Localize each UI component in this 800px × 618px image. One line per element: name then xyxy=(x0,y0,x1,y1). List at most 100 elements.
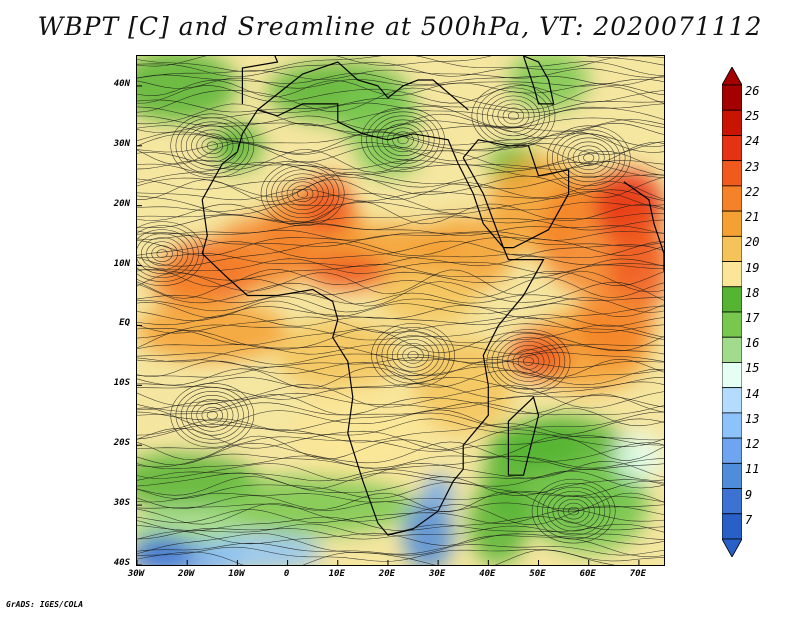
vortex-ring xyxy=(206,411,218,420)
vortex-ring xyxy=(137,225,199,282)
streamline xyxy=(137,61,664,77)
streamline xyxy=(137,476,664,496)
vortex-ring xyxy=(552,494,595,528)
streamline xyxy=(137,358,664,378)
vortex-ring xyxy=(407,351,419,360)
streamline xyxy=(137,229,664,241)
streamline xyxy=(137,131,664,154)
vortex-ring xyxy=(512,349,545,374)
vortex-ring xyxy=(547,490,600,532)
streamline xyxy=(137,402,664,416)
vortex-ring xyxy=(397,343,429,368)
vortex-ring xyxy=(562,137,615,179)
streamline xyxy=(137,546,664,562)
vortex-ring xyxy=(376,119,430,161)
vortex-ring xyxy=(487,95,540,137)
streamline xyxy=(137,357,664,368)
streamline xyxy=(137,343,664,355)
vortex-ring xyxy=(180,391,244,440)
streamline xyxy=(137,212,664,224)
streamline xyxy=(137,549,616,565)
colorbar-swatch xyxy=(722,412,742,439)
vortex-ring xyxy=(476,87,551,145)
vortex-ring xyxy=(481,91,545,141)
vortex-ring xyxy=(170,383,255,448)
vortex-ring xyxy=(180,121,244,171)
colorbar-swatch xyxy=(722,462,742,489)
lon-tick-label: 10E xyxy=(328,569,345,579)
axis-ticks xyxy=(137,85,640,565)
streamline xyxy=(137,277,664,299)
vortex-ring xyxy=(196,133,229,159)
colorbar-label: 13 xyxy=(745,411,760,426)
colorbar-label: 22 xyxy=(745,184,760,199)
lon-tick-label: 60E xyxy=(579,569,596,579)
vortex-ring xyxy=(392,131,414,149)
streamline xyxy=(137,523,664,536)
streamline xyxy=(137,86,664,113)
streamline xyxy=(137,269,664,296)
streamline xyxy=(137,122,664,140)
vortex-ring xyxy=(497,337,560,386)
colorbar xyxy=(722,67,742,557)
colorbar-label: 12 xyxy=(745,437,760,452)
colorbar-swatch xyxy=(722,109,742,136)
streamline xyxy=(137,441,664,466)
streamline xyxy=(137,189,664,202)
vortex-ring xyxy=(206,141,218,151)
streamline xyxy=(137,411,664,431)
lon-tick-label: 0 xyxy=(283,569,290,579)
streamline xyxy=(137,232,664,247)
vortex-ring xyxy=(146,241,178,266)
streamline xyxy=(137,525,664,540)
streamline xyxy=(137,77,664,89)
lat-tick-label: 40S xyxy=(113,558,130,568)
colorbar-swatch xyxy=(722,362,742,389)
lon-tick-label: 50E xyxy=(529,569,546,579)
streamline xyxy=(137,237,664,256)
vortex-ring xyxy=(137,233,189,274)
vortex-ring xyxy=(568,506,580,516)
vortex-ring xyxy=(497,103,530,129)
colorbar-swatch xyxy=(722,261,742,288)
streamline xyxy=(137,240,664,259)
vortex-ring xyxy=(507,345,550,378)
vortex-ring xyxy=(557,133,621,183)
streamline xyxy=(137,469,664,482)
coastline xyxy=(623,181,664,272)
vortex-ring xyxy=(557,498,590,524)
streamline xyxy=(137,531,664,546)
streamline xyxy=(137,344,664,363)
streamline xyxy=(137,480,664,499)
lat-tick-label: 10S xyxy=(113,378,130,389)
streamline xyxy=(137,533,664,557)
vortex-ring xyxy=(201,407,223,424)
wbpt-field xyxy=(137,56,664,565)
colorbar-label: 11 xyxy=(745,462,760,477)
streamline xyxy=(137,242,664,267)
colorbar-label: 19 xyxy=(745,260,760,275)
lat-tick-label: EQ xyxy=(119,318,130,329)
vortex-ring xyxy=(502,341,555,382)
streamline xyxy=(137,201,664,212)
colorbar-label: 16 xyxy=(745,336,760,351)
streamline xyxy=(137,509,664,524)
lat-tick-label: 10N xyxy=(113,258,130,269)
streamline xyxy=(137,159,664,170)
vortex-ring xyxy=(572,145,605,171)
vortex-ring xyxy=(492,99,535,133)
colorbar-label: 21 xyxy=(745,210,760,225)
vortex-ring xyxy=(271,169,335,219)
vortex-ring xyxy=(562,502,585,520)
colorbar-swatch xyxy=(722,336,742,363)
lat-tick-label: 20N xyxy=(113,198,130,209)
streamline xyxy=(137,418,664,436)
streamline xyxy=(137,56,664,72)
vortex-ring xyxy=(371,115,435,165)
streamline xyxy=(137,98,664,114)
streamline xyxy=(137,314,664,327)
vortex-ring xyxy=(517,353,540,370)
lon-tick-label: 10W xyxy=(228,569,245,579)
lat-tick-label: 30N xyxy=(113,138,130,149)
map-title: WBPT [C] and Sreamline at 500hPa, VT: 20… xyxy=(37,12,763,41)
